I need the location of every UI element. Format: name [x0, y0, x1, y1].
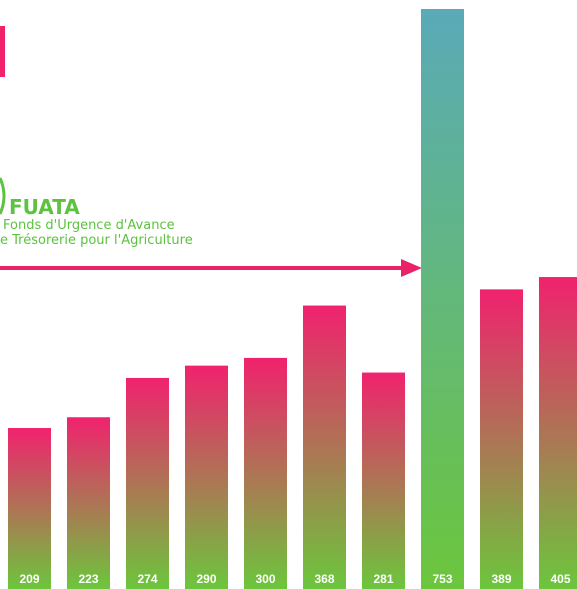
- arrow-head: [401, 259, 422, 277]
- bar-7: [362, 372, 405, 589]
- annotation-line-2: e Trésorerie pour l'Agriculture: [0, 232, 193, 248]
- bar-value-label-5: 300: [255, 572, 275, 586]
- bar-value-label-3: 274: [137, 572, 157, 586]
- annotation-line-1: Fonds d'Urgence d'Avance: [3, 218, 175, 233]
- bar-value-label-8: 753: [432, 572, 452, 586]
- bar-5: [244, 357, 287, 589]
- green-circle-fragment: [0, 177, 6, 215]
- bar-2: [67, 417, 110, 589]
- callout-arrow: [0, 259, 422, 277]
- bar-value-label-7: 281: [373, 572, 393, 586]
- bar-6: [303, 305, 346, 589]
- bar-value-label-1: 209: [19, 572, 39, 586]
- bar-value-label-10: 405: [550, 572, 570, 586]
- bar-value-label-6: 368: [314, 572, 334, 586]
- bar-value-label-4: 290: [196, 572, 216, 586]
- bar-1: [8, 428, 51, 589]
- bar-3: [126, 377, 169, 589]
- bar-10: [539, 277, 577, 589]
- bar-8: [421, 9, 464, 589]
- fuata-annotation: FUATA Fonds d'Urgence d'Avance e Trésore…: [0, 196, 193, 249]
- bar-9: [480, 289, 523, 589]
- bar-value-label-9: 389: [491, 572, 511, 586]
- bar-4: [185, 365, 228, 589]
- top-left-pink-fragment: [0, 26, 5, 77]
- bar-value-label-2: 223: [78, 572, 98, 586]
- annotation-title: FUATA: [9, 195, 80, 219]
